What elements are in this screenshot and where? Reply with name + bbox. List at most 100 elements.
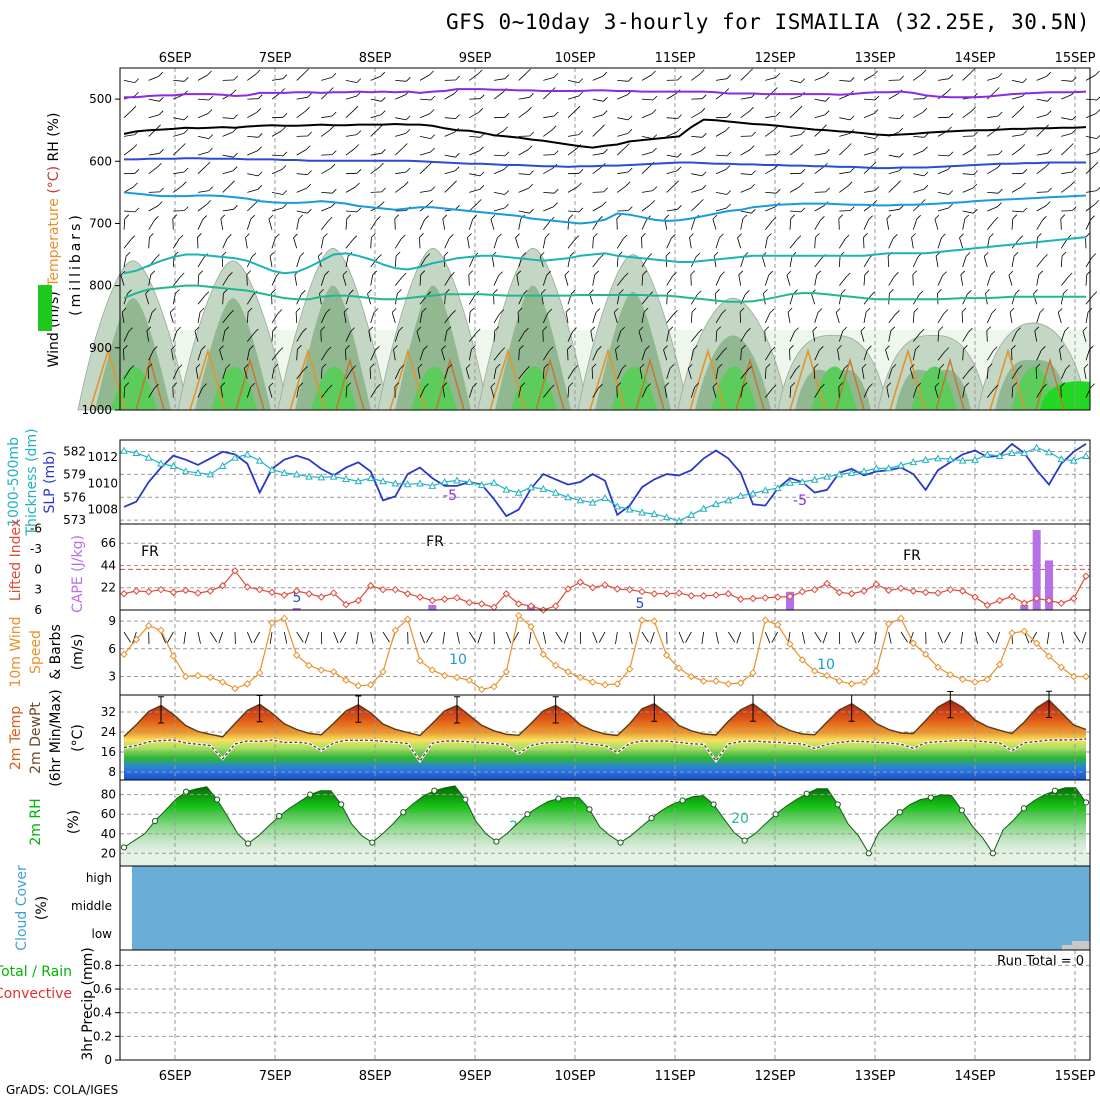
wind-barb — [419, 257, 427, 268]
wind-barb — [296, 349, 298, 361]
wind-barb — [1061, 147, 1070, 156]
temp-contour-30 — [935, 357, 965, 411]
cape-bar — [292, 607, 301, 610]
wind-barb-feather — [377, 254, 382, 259]
wind-barb — [444, 170, 456, 175]
wind-barb — [320, 330, 322, 342]
wind-barb — [518, 187, 529, 193]
wind-barb — [222, 208, 234, 212]
wind-barb-feather — [751, 170, 756, 175]
wind10m-barb — [736, 631, 742, 644]
wind-barb — [123, 349, 125, 361]
wind-barb-feather — [696, 290, 702, 296]
wind10m-line — [123, 614, 1086, 691]
wind-barb — [394, 218, 396, 230]
wind-barb — [814, 98, 826, 102]
wind-barb-feather — [689, 233, 694, 238]
wind-barb — [937, 92, 948, 100]
wind-barb-feather — [442, 214, 448, 220]
wind-barb — [590, 330, 594, 342]
wind-barb-feather — [547, 308, 553, 314]
wind-barb — [345, 349, 347, 361]
rh-area — [124, 785, 1086, 854]
wind-barb — [888, 184, 897, 193]
wind-barb — [370, 258, 378, 268]
wind-barb-feather — [1011, 345, 1016, 350]
wind-barb — [197, 237, 199, 249]
wind-barb-feather — [549, 384, 555, 390]
wind-barb — [1036, 312, 1041, 324]
wind-barb-feather — [764, 326, 770, 331]
thickness-marker — [181, 467, 190, 475]
precip-units-label: 3hr Precip (mm) — [80, 947, 96, 1060]
thickness-marker — [551, 488, 560, 496]
thickness-marker — [650, 510, 659, 518]
wind-barb — [269, 256, 273, 268]
wind-barb — [863, 136, 875, 139]
lifted-index-marker — [934, 589, 942, 597]
wind-barb-feather — [1082, 326, 1088, 332]
wind-barb — [148, 274, 152, 286]
wind-barb-feather — [843, 364, 849, 370]
wind-barb-feather — [886, 214, 892, 220]
wind-barb — [789, 186, 800, 193]
thickness-tick-label: 579 — [63, 467, 86, 481]
wind-barb-feather — [574, 235, 580, 240]
wind10m-barb — [801, 631, 806, 644]
wind10m-marker — [428, 666, 437, 674]
wind-barb-feather — [960, 270, 966, 276]
wind-barb-feather — [701, 146, 706, 152]
wind-barb — [987, 115, 999, 119]
wind-barb-feather — [1069, 143, 1074, 148]
wind-barb — [962, 218, 966, 230]
wind-barb-feather — [595, 308, 601, 313]
wind-barb — [691, 173, 703, 177]
wind-barb-feather — [613, 308, 619, 313]
wind10m-barb — [333, 631, 339, 644]
wind-barb — [345, 109, 355, 118]
isotherm-label-bg — [438, 489, 462, 503]
dewpt-line — [123, 738, 1087, 763]
wind10m-barb — [937, 631, 943, 644]
wind-barb-feather — [948, 113, 954, 118]
wind-barb — [1035, 367, 1038, 379]
wind-barb — [690, 349, 694, 361]
wind-barb-feather — [520, 382, 526, 388]
wind-barb-feather — [849, 167, 855, 173]
wind-barb — [1057, 312, 1062, 324]
wind-barb-feather — [268, 382, 274, 388]
wind-barb-feather — [716, 326, 722, 331]
wind-barb — [814, 205, 825, 212]
wind-barb — [814, 191, 826, 193]
wind-barb-feather — [794, 327, 799, 332]
wind-barb-feather — [307, 170, 312, 175]
wind-barb — [370, 350, 376, 361]
wind-barb — [247, 188, 259, 193]
wind-barb — [518, 349, 520, 361]
wind-barb-feather — [817, 308, 823, 313]
wind-barb — [468, 256, 475, 268]
wind-barb-feather — [546, 270, 551, 276]
wind-barb — [1011, 386, 1014, 398]
wind-barb — [419, 113, 431, 119]
wind-barb — [171, 349, 174, 361]
wind-barb-feather — [350, 327, 355, 332]
wind-barb-feather — [922, 108, 928, 113]
thickness-marker — [255, 456, 264, 464]
wind-barb-feather — [934, 382, 940, 388]
wind10m-marker — [181, 672, 190, 681]
wind-barb — [839, 117, 851, 121]
wind-barb — [493, 275, 499, 286]
wind-barb-feather — [868, 383, 873, 388]
wind-barb — [518, 370, 526, 380]
wind-barb — [1060, 386, 1062, 398]
wind10m-marker — [1069, 672, 1078, 681]
thickness-marker — [613, 502, 622, 510]
lifted-index-marker — [823, 579, 831, 588]
lifted-index-marker — [428, 596, 437, 605]
wind-barb — [616, 255, 619, 268]
wind10m-barb — [1046, 631, 1050, 644]
wind-barb — [197, 204, 208, 212]
wind-barb-feather — [621, 364, 627, 370]
